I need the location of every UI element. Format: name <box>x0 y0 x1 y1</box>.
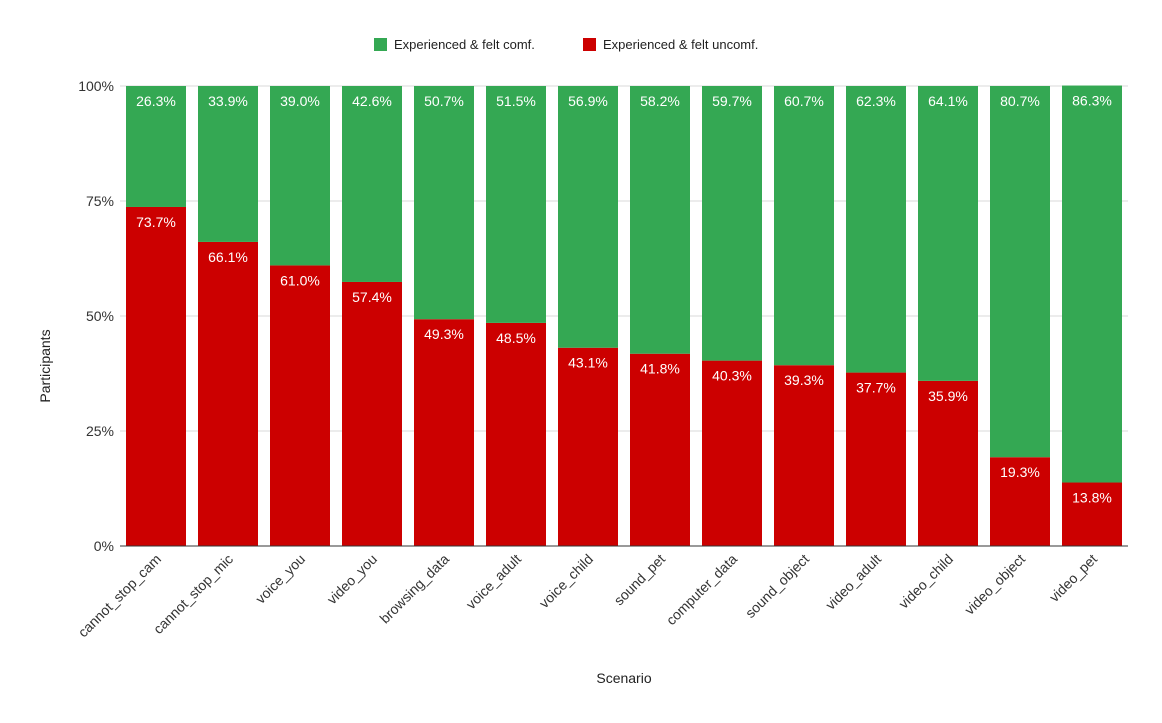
data-label: 13.8% <box>1072 490 1112 506</box>
data-label: 80.7% <box>1000 93 1040 109</box>
data-label: 50.7% <box>424 93 464 109</box>
bar-segment <box>702 360 762 546</box>
data-label: 48.5% <box>496 330 536 346</box>
bar-segment <box>918 380 978 546</box>
data-label: 60.7% <box>784 93 824 109</box>
data-label: 51.5% <box>496 93 536 109</box>
data-label: 39.0% <box>280 93 320 109</box>
bar-segment <box>126 86 186 207</box>
bar-segment <box>414 319 474 546</box>
bar-segment <box>1062 85 1122 483</box>
x-tick-label: sound_object <box>742 551 812 621</box>
bar-segment <box>342 86 402 282</box>
x-tick-label: voice_adult <box>463 551 524 612</box>
y-tick-label: 25% <box>86 423 114 439</box>
bar-segment <box>990 86 1050 458</box>
data-label: 49.3% <box>424 326 464 342</box>
data-label: 73.7% <box>136 214 176 230</box>
data-label: 26.3% <box>136 93 176 109</box>
data-label: 33.9% <box>208 93 248 109</box>
bar-segment <box>126 206 186 547</box>
y-axis-title: Participants <box>37 329 53 402</box>
legend-label: Experienced & felt uncomf. <box>603 37 758 52</box>
data-label: 86.3% <box>1072 93 1112 109</box>
x-tick-label: cannot_stop_mic <box>150 551 236 637</box>
x-tick-label: video_you <box>324 551 380 607</box>
bar-segment <box>486 86 546 323</box>
bar-segment <box>342 281 402 546</box>
bar-segment <box>630 86 690 354</box>
x-tick-label: video_adult <box>822 551 884 613</box>
legend: Experienced & felt comf. Experienced & fe… <box>374 37 758 52</box>
bar-segment <box>846 372 906 546</box>
legend-swatch <box>374 38 387 51</box>
bar-segment <box>270 265 330 546</box>
legend-swatch <box>583 38 596 51</box>
x-tick-label: browsing_data <box>376 551 452 627</box>
bar-segment <box>486 322 546 546</box>
data-label: 41.8% <box>640 361 680 377</box>
bar-segment <box>558 86 618 348</box>
y-tick-label: 75% <box>86 193 114 209</box>
data-label: 40.3% <box>712 368 752 384</box>
y-tick-label: 0% <box>94 538 114 554</box>
bar-segment <box>846 86 906 373</box>
y-tick-label: 50% <box>86 308 114 324</box>
x-tick-label: video_child <box>895 551 956 612</box>
data-label: 56.9% <box>568 93 608 109</box>
data-label: 66.1% <box>208 249 248 265</box>
bar-segment <box>198 241 258 546</box>
data-label: 61.0% <box>280 272 320 288</box>
data-label: 37.7% <box>856 380 896 396</box>
x-tick-label: video_object <box>961 551 1028 618</box>
bar-segment <box>558 347 618 546</box>
data-label: 42.6% <box>352 93 392 109</box>
bar-segment <box>774 365 834 546</box>
x-tick-label: sound_pet <box>611 551 669 609</box>
bar-segment <box>198 86 258 242</box>
data-label: 58.2% <box>640 93 680 109</box>
bar-segment <box>774 86 834 366</box>
data-label: 19.3% <box>1000 464 1040 480</box>
bar-segment <box>270 86 330 266</box>
data-label: 62.3% <box>856 93 896 109</box>
x-tick-label: computer_data <box>663 551 741 629</box>
data-label: 43.1% <box>568 355 608 371</box>
y-tick-label: 100% <box>78 78 114 94</box>
data-label: 35.9% <box>928 388 968 404</box>
bar-segment <box>918 86 978 381</box>
bar-segment <box>990 457 1050 546</box>
bar-segment <box>702 86 762 361</box>
legend-label: Experienced & felt comf. <box>394 37 535 52</box>
bar-segment <box>630 353 690 546</box>
bar-segment <box>1062 482 1122 546</box>
x-tick-label: video_pet <box>1046 551 1100 605</box>
data-label: 57.4% <box>352 289 392 305</box>
x-tick-label: voice_child <box>536 551 596 611</box>
y-axis-ticks: 0% 25% 50% 75% 100% <box>78 78 114 554</box>
data-label: 39.3% <box>784 372 824 388</box>
data-label: 59.7% <box>712 93 752 109</box>
x-tick-label: voice_you <box>252 551 308 607</box>
x-axis-title: Scenario <box>596 670 651 686</box>
data-label: 64.1% <box>928 93 968 109</box>
bars: 73.7% 26.3% 66.1% 33.9% 61.0% 39.0% 57.4% 42.6%… <box>126 85 1122 547</box>
bar-segment <box>414 86 474 320</box>
